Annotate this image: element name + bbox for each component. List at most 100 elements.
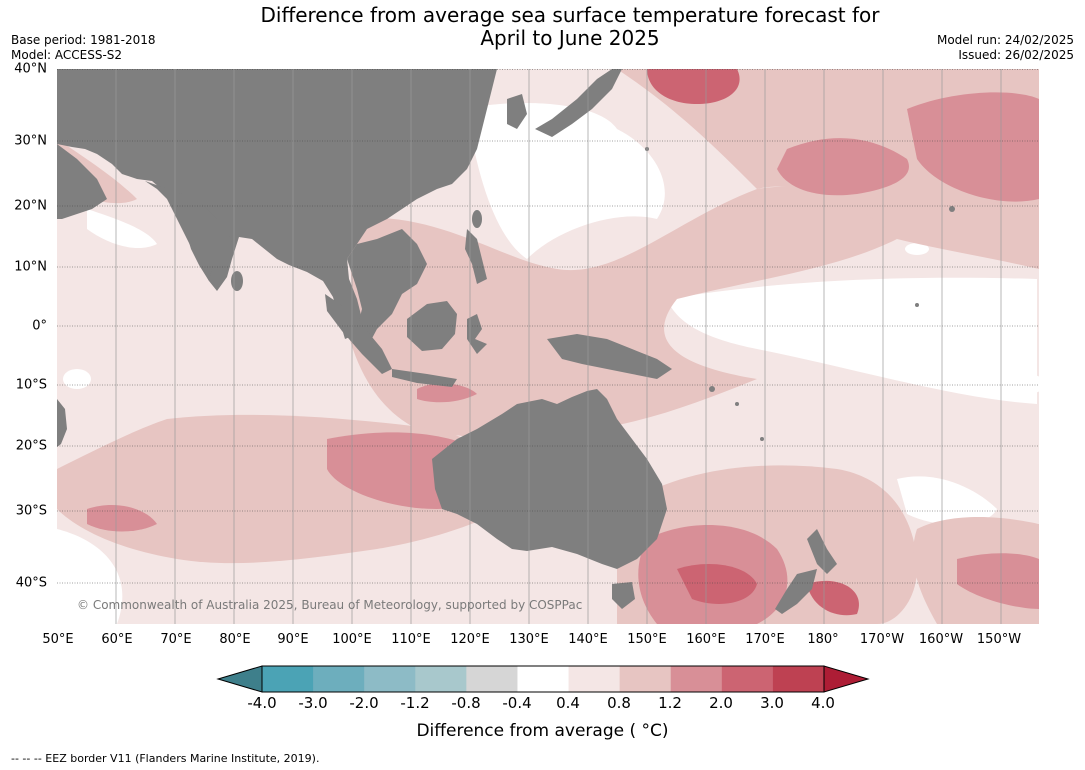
pacific-island xyxy=(760,437,764,441)
taiwan-landmass xyxy=(472,210,482,228)
lon-label: 150°E xyxy=(627,632,667,647)
lon-label: 150°W xyxy=(976,632,1022,647)
colorbar xyxy=(216,665,870,693)
india-landmass xyxy=(145,181,232,281)
australia-landmass xyxy=(432,389,667,569)
colorbar-tick: 1.2 xyxy=(658,694,682,712)
colorbar-swatch xyxy=(721,666,774,692)
lon-label: 170°E xyxy=(745,632,785,647)
colorbar-swatch xyxy=(466,666,518,692)
anomaly-high xyxy=(777,138,909,196)
japan-landmass xyxy=(535,69,622,137)
sst-anomaly-map xyxy=(57,69,1039,624)
colorbar-tick: -1.2 xyxy=(400,694,430,712)
lat-label: 40°N xyxy=(14,61,47,77)
colorbar-tick: -0.8 xyxy=(451,694,481,712)
asia-landmass xyxy=(57,69,497,339)
anomaly-high xyxy=(907,92,1039,202)
lon-label: 80°E xyxy=(219,632,251,647)
colorbar-swatch xyxy=(670,666,723,692)
anomaly-moderate xyxy=(347,186,897,441)
meta-right: Model run: 24/02/2025 Issued: 26/02/2025 xyxy=(937,33,1074,63)
korea-landmass xyxy=(507,94,527,129)
colorbar-tick: 4.0 xyxy=(811,694,835,712)
java-landmass xyxy=(392,369,457,387)
anomaly-near-normal xyxy=(63,369,91,389)
colorbar-tick: 0.4 xyxy=(556,694,580,712)
title-line-2: April to June 2025 xyxy=(480,26,660,50)
title-line-1: Difference from average sea surface temp… xyxy=(260,3,880,27)
lat-label: 30°S xyxy=(15,503,47,519)
colorbar-swatch xyxy=(619,666,672,692)
colorbar-swatch-max xyxy=(823,665,870,693)
lon-label: 70°E xyxy=(160,632,192,647)
new-zealand-north-island xyxy=(807,529,837,574)
model-run: Model run: 24/02/2025 xyxy=(936,33,1074,47)
pacific-island xyxy=(949,206,955,212)
eez-legend-note: -- -- -- EEZ border V11 (Flanders Marine… xyxy=(11,752,320,765)
lat-label: 20°N xyxy=(14,198,47,214)
colorbar-swatch xyxy=(313,666,365,692)
colorbar-tick: -4.0 xyxy=(247,694,277,712)
colorbar-tick: -0.4 xyxy=(502,694,532,712)
anomaly-near-normal xyxy=(667,277,1037,404)
colorbar-swatches xyxy=(216,665,870,693)
lon-label: 110°E xyxy=(391,632,431,647)
madagascar-landmass xyxy=(57,399,67,447)
copyright-notice: © Commonwealth of Australia 2025, Bureau… xyxy=(77,598,583,612)
lon-label: 140°E xyxy=(568,632,608,647)
lon-label: 160°W xyxy=(918,632,964,647)
base-period: Base period: 1981-2018 xyxy=(11,33,156,47)
colorbar-swatch xyxy=(415,666,467,692)
lat-label: 0° xyxy=(32,318,47,334)
graticule xyxy=(57,69,1039,584)
lon-label: 120°E xyxy=(450,632,490,647)
lat-label: 10°S xyxy=(15,377,47,393)
new-zealand-south-island xyxy=(775,569,817,614)
pacific-island xyxy=(735,402,739,406)
tasmania-landmass xyxy=(612,582,635,609)
anomaly-near-normal xyxy=(897,476,997,525)
colorbar-swatch-min xyxy=(216,665,263,693)
arabia-landmass xyxy=(57,144,107,219)
colorbar-title: Difference from average ( °C) xyxy=(416,721,669,741)
sulawesi-landmass xyxy=(467,314,487,354)
sumatra-landmass xyxy=(325,294,392,374)
lon-label: 170°W xyxy=(859,632,905,647)
land xyxy=(57,69,955,614)
anomaly-near-normal xyxy=(57,529,123,624)
anomaly-high xyxy=(957,553,1039,609)
anomaly-high xyxy=(417,383,477,403)
model-name: Model: ACCESS-S2 xyxy=(11,48,123,62)
map-title: Difference from average sea surface temp… xyxy=(200,4,940,50)
lon-label: 100°E xyxy=(332,632,372,647)
colorbar-swatch xyxy=(568,666,621,692)
lon-label: 90°E xyxy=(277,632,309,647)
colorbar-swatch xyxy=(772,666,825,692)
colorbar-tick: -3.0 xyxy=(298,694,328,712)
lat-label: 30°N xyxy=(14,133,47,149)
issued-date: Issued: 26/02/2025 xyxy=(958,48,1074,62)
colorbar-swatch xyxy=(517,666,570,692)
colorbar-tick: -2.0 xyxy=(349,694,379,712)
anomaly-very-high xyxy=(647,69,740,104)
colorbar-tick: 0.8 xyxy=(607,694,631,712)
pacific-island xyxy=(709,386,715,392)
anomaly-near-normal xyxy=(467,103,665,259)
lon-label: 180° xyxy=(807,632,839,647)
lat-label: 20°S xyxy=(15,438,47,454)
anomaly-fields xyxy=(57,69,1039,624)
colorbar-swatch xyxy=(364,666,416,692)
colorbar-swatch xyxy=(262,666,314,692)
indochina-landmass xyxy=(347,229,427,344)
lon-label: 50°E xyxy=(42,632,74,647)
lon-label: 60°E xyxy=(101,632,133,647)
anomaly-very-high xyxy=(677,564,757,604)
lon-label: 130°E xyxy=(509,632,549,647)
meridians xyxy=(115,69,1002,624)
pacific-island xyxy=(915,303,919,307)
anomaly-near-normal xyxy=(1009,374,1039,394)
sri-lanka-landmass xyxy=(231,271,243,291)
philippines-landmass xyxy=(465,229,487,284)
lat-label: 10°N xyxy=(14,259,47,275)
